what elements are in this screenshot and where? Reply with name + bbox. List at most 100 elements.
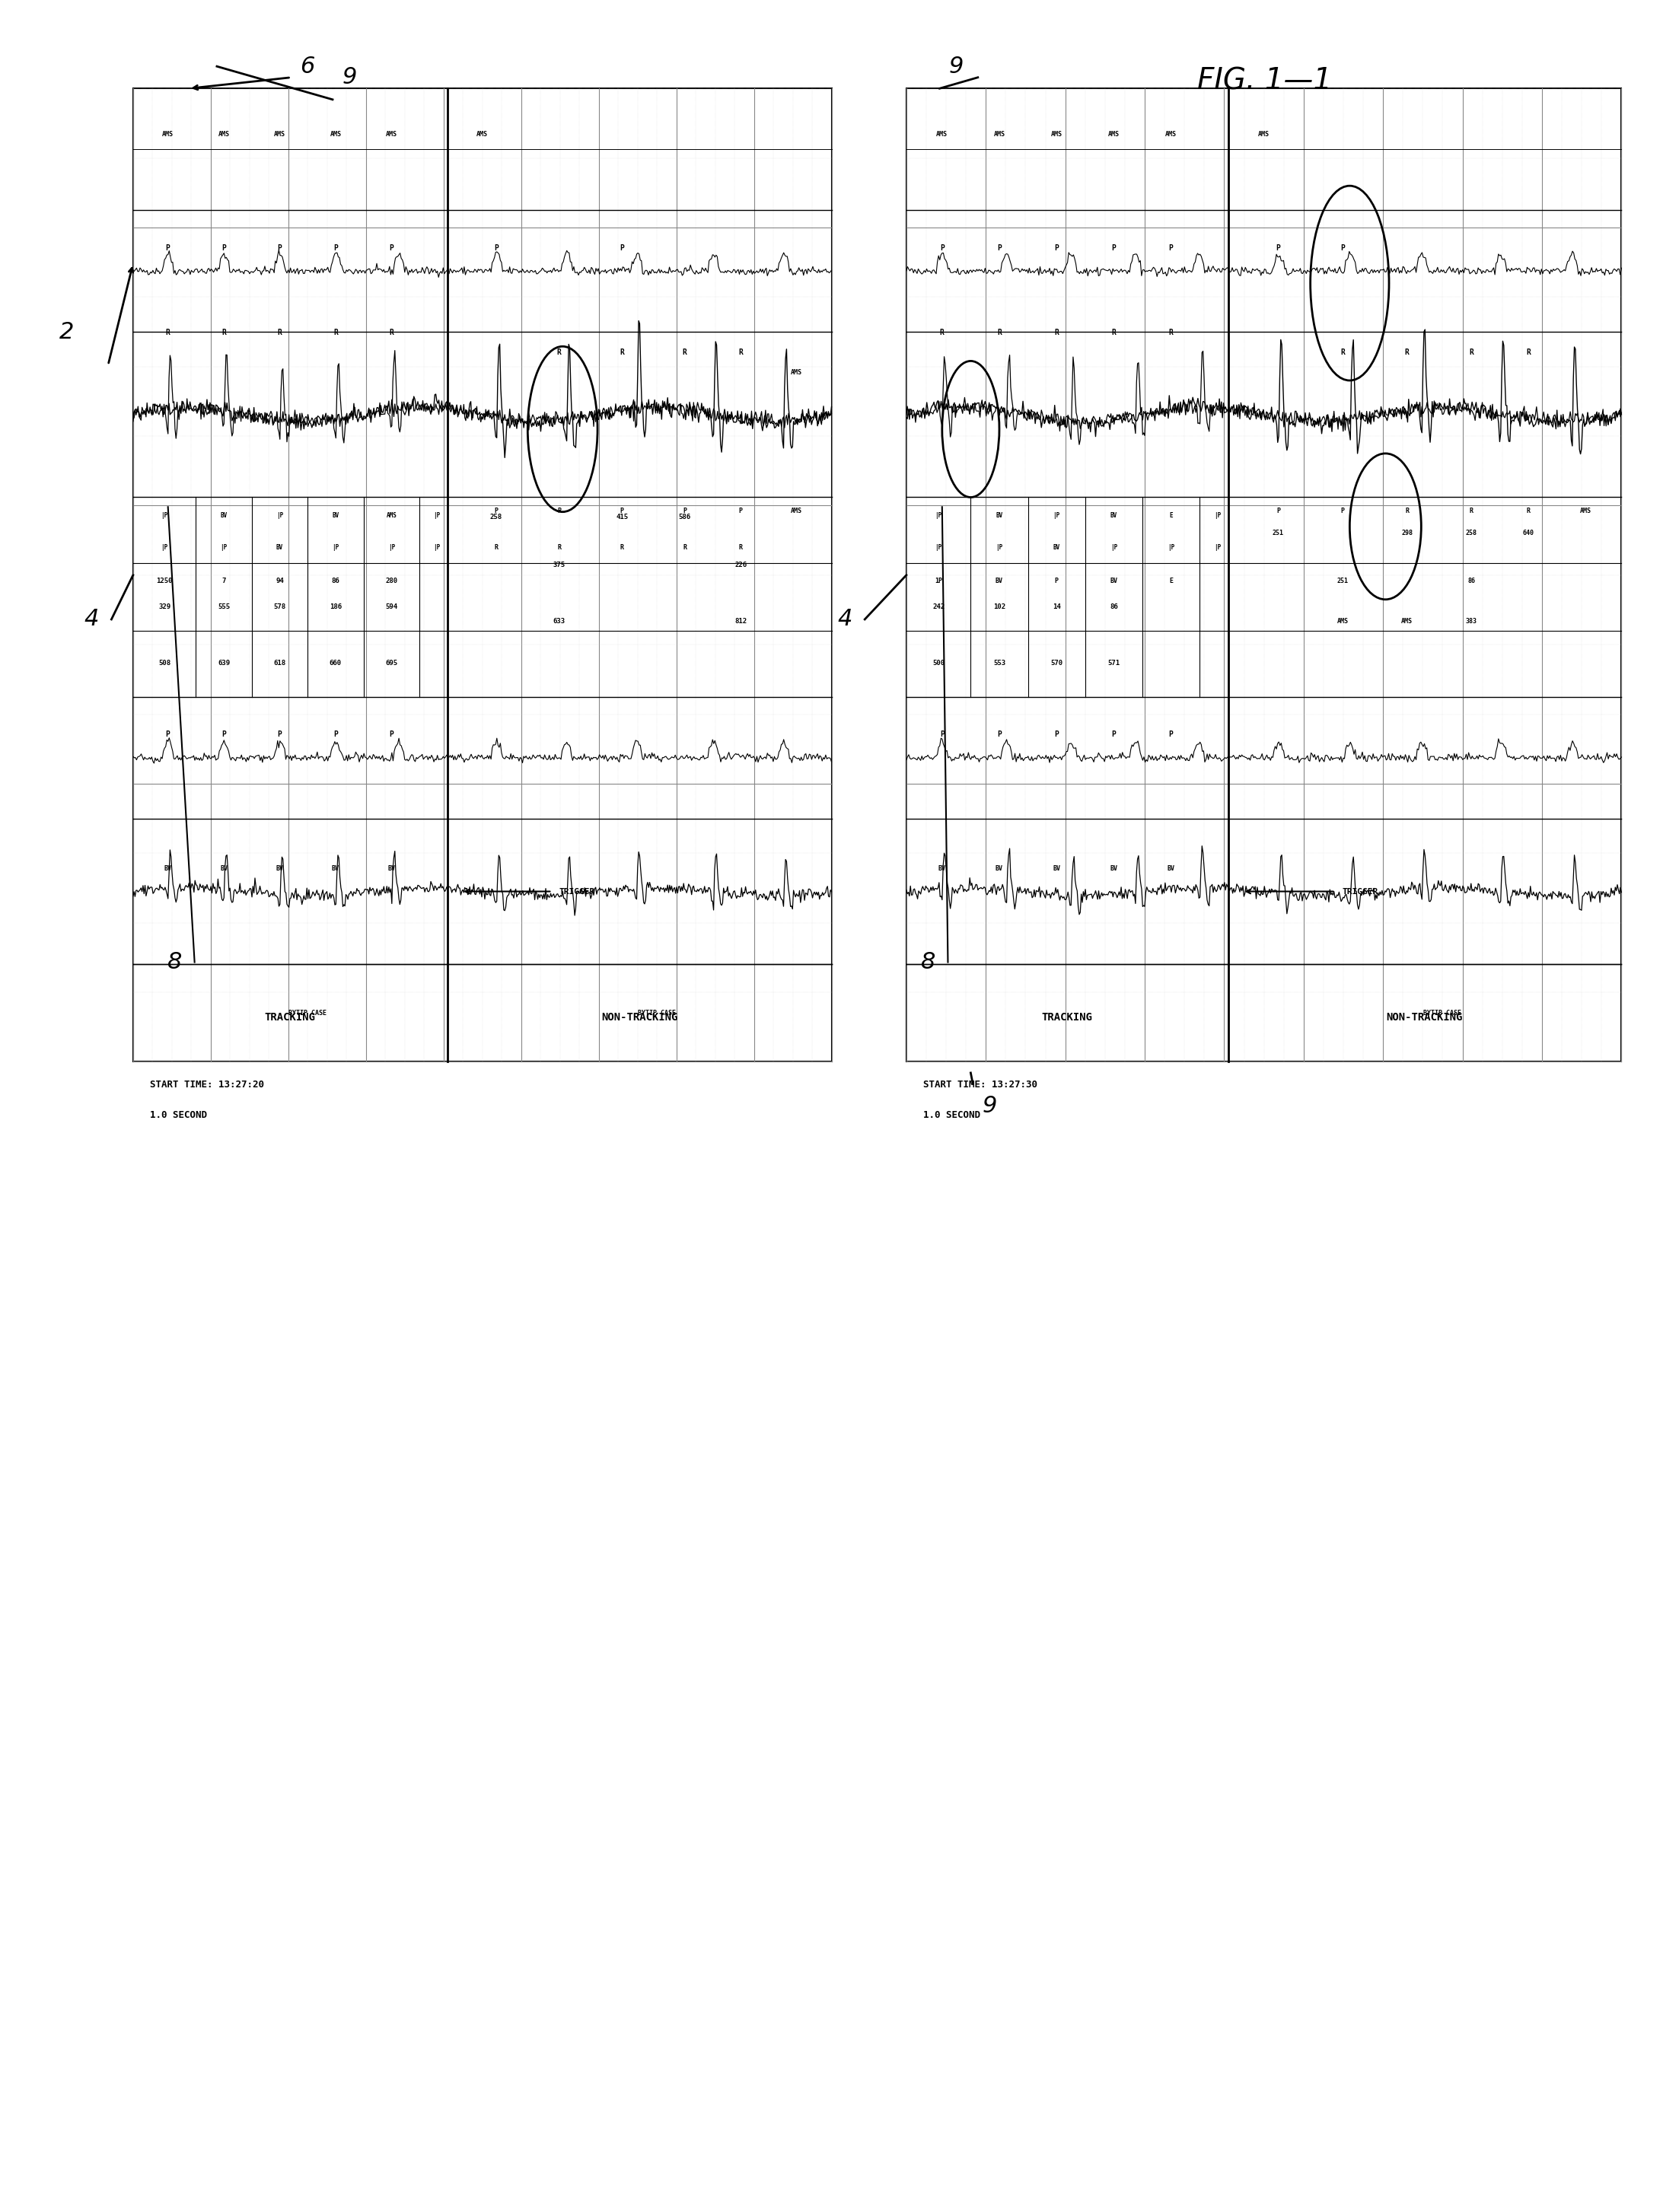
Text: P: P	[683, 509, 687, 515]
Text: 7: 7	[221, 577, 226, 584]
Text: |P: |P	[161, 544, 168, 551]
Text: BV: BV	[333, 865, 339, 872]
Text: BYTIP CASE: BYTIP CASE	[1424, 1009, 1462, 1018]
Text: BV: BV	[996, 865, 1003, 872]
Text: AMS: AMS	[1337, 617, 1349, 624]
Text: |P: |P	[1053, 511, 1059, 518]
Text: R: R	[557, 349, 562, 356]
Text: 553: 553	[993, 659, 1006, 666]
Text: |P: |P	[935, 544, 941, 551]
Text: 242: 242	[933, 604, 945, 611]
Text: BYTIP CASE: BYTIP CASE	[639, 1009, 675, 1018]
Text: R: R	[1468, 349, 1473, 356]
Text: BV: BV	[276, 865, 283, 872]
Text: R: R	[278, 330, 283, 336]
Text: P: P	[620, 509, 624, 515]
Text: BV: BV	[996, 577, 1003, 584]
Text: 258: 258	[1465, 529, 1477, 538]
Text: P: P	[221, 730, 226, 739]
Text: TRIGGER: TRIGGER	[559, 887, 595, 896]
Text: P: P	[1111, 730, 1116, 739]
Text: TRACKING: TRACKING	[1041, 1013, 1093, 1022]
Text: 14: 14	[1053, 604, 1061, 611]
Text: P: P	[998, 243, 1001, 252]
Text: 251: 251	[1272, 529, 1284, 538]
Text: BV: BV	[996, 511, 1003, 518]
Text: R: R	[998, 330, 1001, 336]
Text: P: P	[494, 509, 499, 515]
Text: START TIME: 13:27:30: START TIME: 13:27:30	[923, 1079, 1038, 1088]
Text: AMS: AMS	[993, 131, 1004, 137]
Text: 555: 555	[218, 604, 229, 611]
Text: AMS: AMS	[1166, 131, 1177, 137]
Text: R: R	[557, 544, 560, 551]
Text: BV: BV	[276, 544, 283, 551]
Text: P: P	[278, 730, 283, 739]
Text: BV: BV	[1111, 511, 1118, 518]
Text: 86: 86	[1109, 604, 1118, 611]
Text: BV: BV	[1053, 865, 1061, 872]
Text: P: P	[333, 730, 338, 739]
Text: 9: 9	[950, 55, 963, 77]
Text: R: R	[221, 330, 226, 336]
Text: P: P	[557, 509, 560, 515]
Text: 4: 4	[838, 608, 851, 630]
Text: 594: 594	[386, 604, 397, 611]
Text: 251: 251	[1337, 577, 1349, 584]
Text: START TIME: 13:27:20: START TIME: 13:27:20	[150, 1079, 264, 1088]
Text: BV: BV	[387, 865, 396, 872]
Text: R: R	[1527, 509, 1530, 515]
Text: 578: 578	[274, 604, 286, 611]
Text: 86: 86	[1467, 577, 1475, 584]
Text: BV: BV	[220, 511, 228, 518]
Text: AMS: AMS	[386, 131, 397, 137]
Text: |P: |P	[434, 544, 441, 551]
Text: 1250: 1250	[156, 577, 173, 584]
Text: 298: 298	[1402, 529, 1412, 538]
Text: P: P	[1111, 243, 1116, 252]
Text: R: R	[620, 544, 624, 551]
Text: BV: BV	[165, 865, 171, 872]
Text: |P: |P	[1214, 511, 1221, 518]
Text: P: P	[940, 243, 945, 252]
Text: P: P	[1169, 730, 1172, 739]
Text: 1P: 1P	[935, 577, 943, 584]
Text: |P: |P	[996, 544, 1003, 551]
Text: 695: 695	[386, 659, 397, 666]
Text: AMS: AMS	[274, 131, 286, 137]
Text: |P: |P	[1111, 544, 1118, 551]
Text: R: R	[1111, 330, 1116, 336]
Text: R: R	[682, 349, 687, 356]
Text: AMS: AMS	[1051, 131, 1063, 137]
Text: AMS: AMS	[1259, 131, 1269, 137]
Text: BV: BV	[1109, 577, 1118, 584]
Text: R: R	[1340, 349, 1345, 356]
Text: 508: 508	[158, 659, 171, 666]
Text: BV: BV	[938, 865, 946, 872]
Text: 1.0 SECOND: 1.0 SECOND	[923, 1110, 980, 1119]
Text: P: P	[1340, 509, 1344, 515]
Text: R: R	[1054, 330, 1059, 336]
Text: 2: 2	[60, 321, 73, 343]
Text: 571: 571	[1108, 659, 1119, 666]
Text: 640: 640	[1523, 529, 1535, 538]
Text: |P: |P	[1214, 544, 1221, 551]
Text: R: R	[333, 330, 338, 336]
Text: 633: 633	[554, 617, 565, 624]
Text: R: R	[1527, 349, 1530, 356]
Text: R: R	[738, 544, 743, 551]
Text: |P: |P	[333, 544, 339, 551]
Text: 280: 280	[386, 577, 397, 584]
Text: P: P	[738, 509, 743, 515]
Text: 86: 86	[331, 577, 339, 584]
Text: NON-TRACKING: NON-TRACKING	[1387, 1013, 1463, 1022]
Text: P: P	[1169, 243, 1172, 252]
Text: 9: 9	[983, 1095, 996, 1117]
Text: P: P	[1054, 730, 1059, 739]
Bar	[906, 88, 1621, 1062]
Text: 8: 8	[168, 951, 181, 973]
Text: BV: BV	[1167, 865, 1174, 872]
Text: P: P	[1340, 243, 1345, 252]
Text: AMS: AMS	[329, 131, 341, 137]
Text: |P: |P	[220, 544, 228, 551]
